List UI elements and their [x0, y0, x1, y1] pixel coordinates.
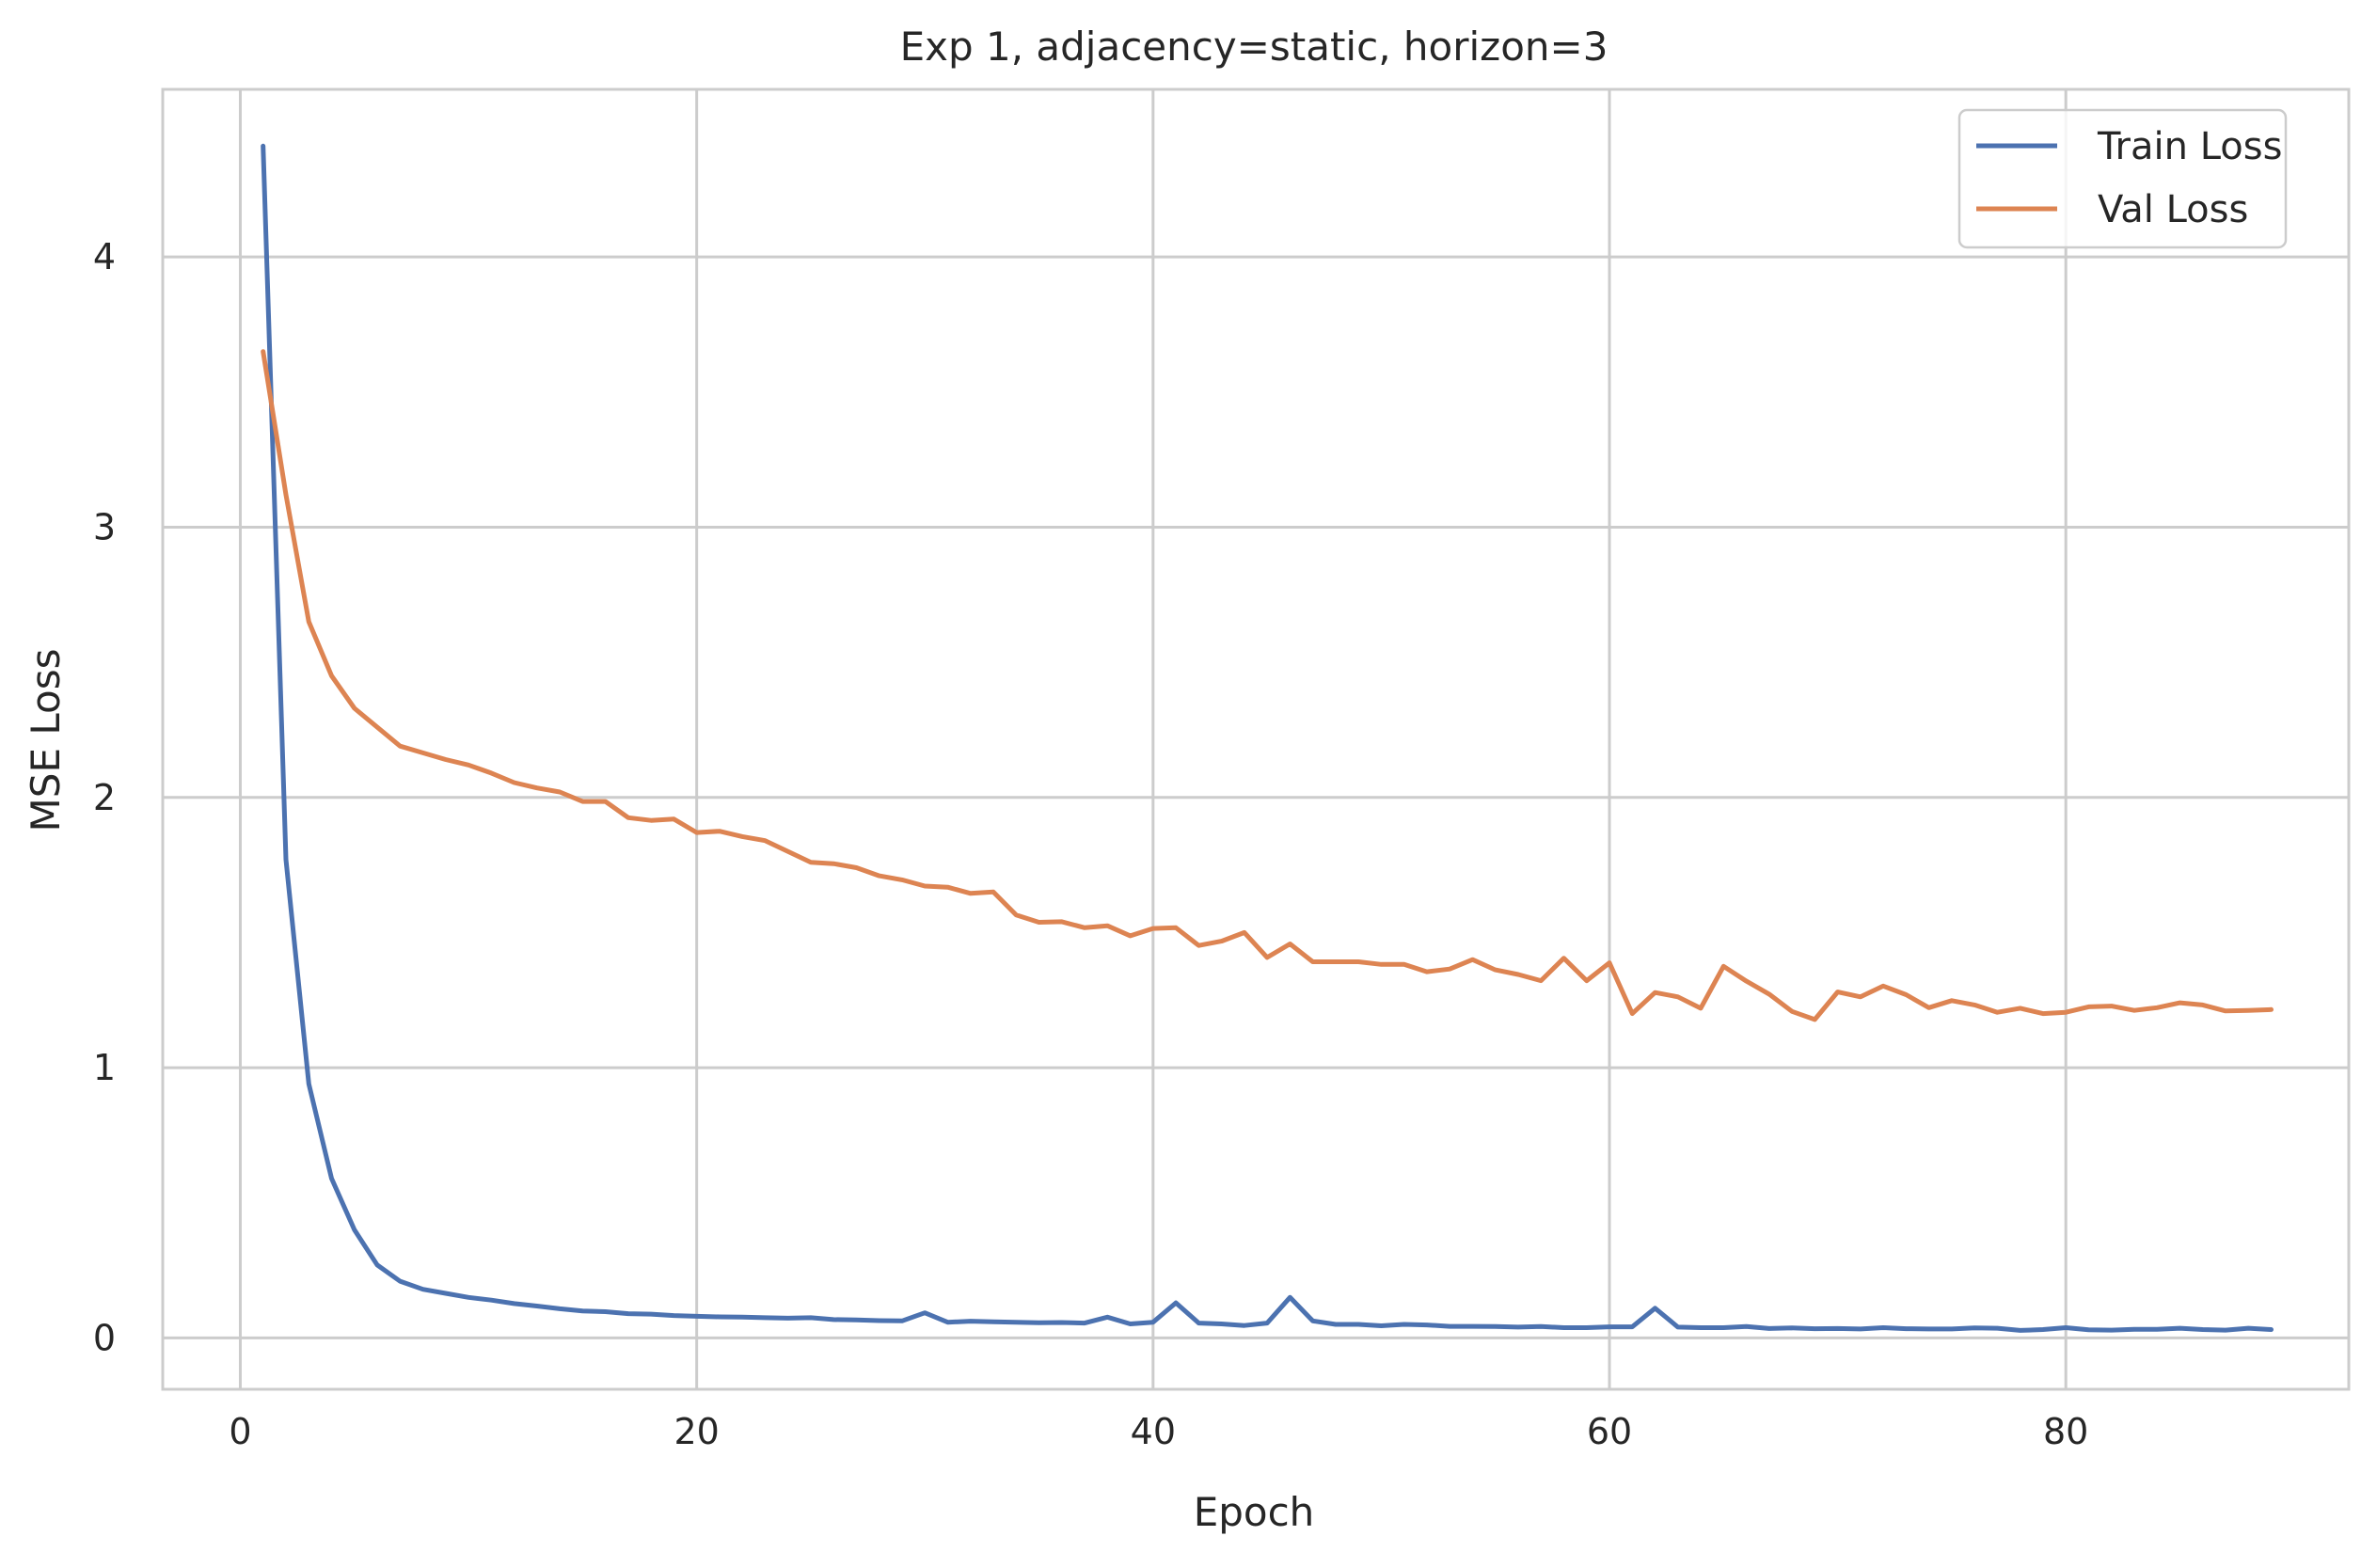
y-tick-labels: 0 1 2 3 4 — [93, 236, 116, 1358]
series-lines — [261, 143, 2274, 1333]
series-line-train-loss — [261, 143, 2274, 1333]
x-tick-label-60: 60 — [1587, 1411, 1632, 1452]
y-tick-label-4: 4 — [93, 236, 116, 277]
y-axis-label: MSE Loss — [23, 649, 69, 832]
legend-label-val-loss: Val Loss — [2098, 188, 2248, 231]
y-tick-label-0: 0 — [93, 1317, 116, 1358]
grid — [163, 89, 2349, 1389]
legend-label-train-loss: Train Loss — [2097, 125, 2282, 168]
y-tick-label-2: 2 — [93, 777, 116, 818]
y-tick-label-1: 1 — [93, 1047, 116, 1088]
legend: Train Loss Val Loss — [1957, 108, 2288, 249]
x-tick-label-40: 40 — [1131, 1411, 1176, 1452]
chart-title: Exp 1, adjacency=static, horizon=3 — [900, 24, 1608, 70]
x-tick-labels: 0 20 40 60 80 — [229, 1411, 2088, 1452]
x-axis-label: Epoch — [1194, 1489, 1315, 1535]
series-line-val-loss — [261, 349, 2274, 1022]
x-tick-label-80: 80 — [2043, 1411, 2088, 1452]
x-tick-label-0: 0 — [229, 1411, 251, 1452]
plot-frame — [161, 87, 2351, 1391]
x-tick-label-20: 20 — [673, 1411, 719, 1452]
y-tick-label-3: 3 — [93, 506, 116, 547]
